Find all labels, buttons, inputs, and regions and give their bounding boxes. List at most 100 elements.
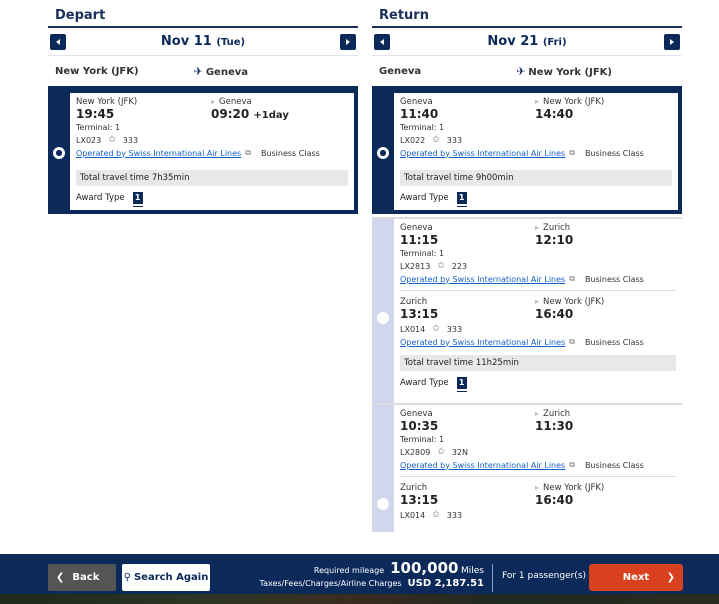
date-text: Nov 11 xyxy=(160,34,212,49)
passenger-count: For 1 passenger(s) xyxy=(502,571,587,581)
terminal: Terminal: 1 xyxy=(400,249,445,258)
route-to: New York (JFK) xyxy=(528,66,612,78)
aircraft: 333 xyxy=(446,324,463,334)
chevron-left-icon: ❮ xyxy=(56,572,65,583)
operator-link[interactable]: Operated by Swiss International Air Line… xyxy=(76,148,242,158)
award-type: Award Type 1 xyxy=(400,377,676,397)
flight-card: Geneva New York (JFK) 11:40 14:40 Terminal… xyxy=(394,93,678,210)
cabin-class: Business Class xyxy=(584,460,644,470)
return-date: Nov 21 (Fri) xyxy=(487,34,566,49)
flight-card: New York (JFK) Geneva 19:45 09:20 +1day Te… xyxy=(70,93,354,210)
operator-link[interactable]: Operated by Swiss International Air Line… xyxy=(400,148,566,158)
taxes-label: Taxes/Fees/Charges/Airline Charges xyxy=(259,579,402,588)
operator-link[interactable]: Operated by Swiss International Air Line… xyxy=(400,274,566,284)
seg-from: New York (JFK) xyxy=(76,97,138,107)
flight-segment: Geneva Zurich 11:15 12:10 Terminal: 1 LX28… xyxy=(400,223,676,290)
next-day-button[interactable] xyxy=(339,33,356,50)
seg-from: Geneva xyxy=(400,409,433,419)
date-text: Nov 21 xyxy=(487,34,539,49)
arr-time: 16:40 xyxy=(535,307,574,321)
seg-to: New York (JFK) xyxy=(535,483,604,493)
terminal: Terminal: 1 xyxy=(400,435,445,444)
flight-option[interactable]: Geneva Zurich 10:35 11:30 Terminal: 1 LX28… xyxy=(372,403,682,532)
route-from: New York (JFK) xyxy=(55,65,139,77)
external-link-icon: ⧉ xyxy=(245,148,251,157)
route-to-wrap: ✈ Geneva xyxy=(194,65,248,78)
next-button[interactable]: Next ❯ xyxy=(589,564,683,591)
dep-time: 11:40 xyxy=(400,107,439,121)
booking-footer: ❮ Back ⚲ Search Again Required mileage 100,… xyxy=(0,554,719,594)
award-badge[interactable]: 1 xyxy=(132,192,143,204)
search-again-button[interactable]: ⚲ Search Again xyxy=(122,564,210,591)
flight-option[interactable]: Geneva Zurich 11:15 12:10 Terminal: 1 LX28… xyxy=(372,217,682,403)
depart-title: Depart xyxy=(48,0,358,28)
cabin-class: Business Class xyxy=(584,337,644,347)
star-alliance-icon: ✩ xyxy=(432,324,440,334)
external-link-icon: ⧉ xyxy=(569,460,575,469)
next-day-button[interactable] xyxy=(663,33,680,50)
dep-time: 19:45 xyxy=(76,107,115,121)
flight-number: LX023 xyxy=(76,135,102,145)
prev-day-button[interactable] xyxy=(50,33,66,50)
flight-card: Geneva Zurich 11:15 12:10 Terminal: 1 LX28… xyxy=(394,219,682,403)
operator-link[interactable]: Operated by Swiss International Air Line… xyxy=(400,460,566,470)
total-travel-time: Total travel time 11h25min xyxy=(400,355,676,371)
award-type: Award Type 1 xyxy=(400,192,672,204)
flight-segment: Zurich New York (JFK) 13:15 16:40 LX014 ✩ 33… xyxy=(400,476,676,526)
required-mileage-label: Required mileage xyxy=(313,566,385,575)
operator-link[interactable]: Operated by Swiss International Air Line… xyxy=(400,337,566,347)
arr-note: +1day xyxy=(253,110,289,121)
flight-number: LX2813 xyxy=(400,261,431,271)
star-alliance-icon: ✩ xyxy=(432,510,440,520)
return-route: Geneva ✈ New York (JFK) xyxy=(372,56,682,86)
external-link-icon: ⧉ xyxy=(569,337,575,346)
award-badge[interactable]: 1 xyxy=(456,192,467,204)
weekday-text: (Fri) xyxy=(542,37,567,48)
flight-segment: Zurich New York (JFK) 13:15 16:40 LX014 ✩ 33… xyxy=(400,290,676,353)
arr-time: 11:30 xyxy=(535,419,574,433)
flight-segment: New York (JFK) Geneva 19:45 09:20 +1day Te… xyxy=(76,97,348,164)
terminal: Terminal: 1 xyxy=(400,123,445,132)
miles-unit: Miles xyxy=(461,566,484,576)
option-radio[interactable] xyxy=(377,147,389,159)
option-radio[interactable] xyxy=(377,312,389,324)
back-button[interactable]: ❮ Back xyxy=(48,564,116,591)
prev-day-button[interactable] xyxy=(374,33,390,50)
flight-option[interactable]: Geneva New York (JFK) 11:40 14:40 Terminal… xyxy=(372,86,682,214)
seg-to: Geneva xyxy=(211,97,252,107)
seg-to: Zurich xyxy=(535,223,570,233)
depart-column: Depart Nov 11 (Tue) New York (JFK) ✈ Gene… xyxy=(48,0,358,214)
star-alliance-icon: ✩ xyxy=(437,447,445,457)
award-badge[interactable]: 1 xyxy=(456,377,467,389)
seg-to: New York (JFK) xyxy=(535,97,604,107)
cabin-class: Business Class xyxy=(260,148,320,158)
depart-route: New York (JFK) ✈ Geneva xyxy=(48,56,358,86)
weekday-text: (Tue) xyxy=(216,37,246,48)
external-link-icon: ⧉ xyxy=(569,274,575,283)
plane-icon: ✈ xyxy=(193,64,203,78)
award-label: Award Type xyxy=(400,378,449,388)
star-alliance-icon: ✩ xyxy=(108,135,116,145)
external-link-icon: ⧉ xyxy=(569,148,575,157)
mileage-summary: Required mileage 100,000 Miles Taxes/Fees… xyxy=(250,559,484,589)
search-again-label: Search Again xyxy=(133,572,209,583)
star-alliance-icon: ✩ xyxy=(437,261,445,271)
flight-number: LX014 xyxy=(400,510,426,520)
chevron-right-icon: ❯ xyxy=(666,572,675,583)
flight-segment: Geneva Zurich 10:35 11:30 Terminal: 1 LX28… xyxy=(400,409,676,476)
flight-number: LX2809 xyxy=(400,447,431,457)
option-radio[interactable] xyxy=(53,147,65,159)
next-label: Next xyxy=(622,572,650,583)
arr-time: 14:40 xyxy=(535,107,574,121)
award-type: Award Type 1 xyxy=(76,192,348,204)
cabin-class: Business Class xyxy=(584,148,644,158)
return-date-bar: Nov 21 (Fri) xyxy=(372,28,682,56)
flight-option[interactable]: New York (JFK) Geneva 19:45 09:20 +1day Te… xyxy=(48,86,358,214)
arr-time-wrap: 09:20 +1day xyxy=(211,107,289,121)
terminal: Terminal: 1 xyxy=(76,123,121,132)
dep-time: 10:35 xyxy=(400,419,439,433)
dep-time: 11:15 xyxy=(400,233,439,247)
miles-value: 100,000 xyxy=(390,559,459,577)
option-radio[interactable] xyxy=(377,498,389,510)
aircraft: 333 xyxy=(122,135,139,145)
